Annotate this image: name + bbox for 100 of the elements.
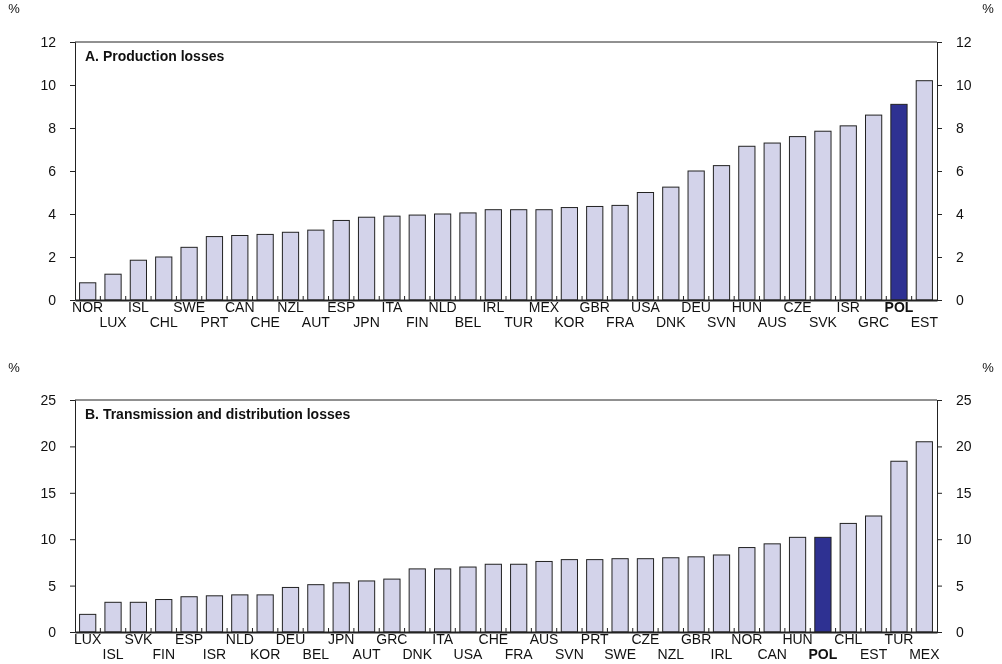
- x-tick-label: AUS: [529, 630, 559, 647]
- x-tick-label: CHL: [149, 313, 178, 330]
- x-tick-label: SVK: [808, 313, 838, 330]
- x-tick-label: KOR: [249, 645, 281, 662]
- x-tick-label: JPN: [353, 313, 380, 330]
- x-tick-label: EST: [910, 313, 939, 330]
- y-tick-label: 10: [40, 531, 57, 548]
- x-tick-label: AUT: [352, 645, 382, 662]
- y-tick-label: 25: [40, 391, 57, 408]
- x-tick-label: TUR: [884, 630, 914, 647]
- x-tick-label: IRL: [710, 645, 733, 662]
- chart-title: B. Transmission and distribution losses: [85, 406, 351, 422]
- y-tick-label: 8: [48, 119, 57, 136]
- x-tick-label: NZL: [277, 298, 304, 315]
- x-tick-label: HUN: [782, 630, 813, 647]
- x-tick-label: DNK: [656, 313, 687, 330]
- x-tick-label: PRT: [580, 630, 610, 647]
- y2-tick-label: 20: [956, 438, 972, 455]
- y-tick-label: 2: [48, 248, 57, 265]
- x-tick-label: POL: [808, 645, 838, 662]
- x-tick-label: CZE: [783, 298, 812, 315]
- y2-tick-label: 0: [956, 623, 964, 640]
- y2-tick-label: 12: [956, 33, 972, 50]
- y-tick-label: 10: [40, 76, 57, 93]
- x-tick-label: CAN: [757, 645, 787, 662]
- y-axis-title: %: [8, 360, 21, 375]
- x-tick-label: DEU: [681, 298, 711, 315]
- y2-tick-label: 10: [956, 76, 972, 93]
- x-tick-label: CZE: [631, 630, 660, 647]
- x-tick-label: LUX: [74, 630, 102, 647]
- x-tick-label: FRA: [606, 313, 635, 330]
- x-tick-label: EST: [860, 645, 888, 662]
- chart-title: A. Production losses: [85, 48, 225, 64]
- x-tick-label: GRC: [858, 313, 890, 330]
- x-tick-label: DNK: [402, 645, 433, 662]
- y-tick-label: 12: [40, 33, 57, 50]
- x-tick-label: PRT: [200, 313, 229, 330]
- x-tick-label: HUN: [731, 298, 763, 315]
- x-tick-label: NOR: [731, 630, 763, 647]
- x-tick-label: ITA: [432, 630, 454, 647]
- y-axis-title: %: [8, 1, 21, 16]
- x-tick-label: ISR: [202, 645, 227, 662]
- x-tick-label: SVN: [707, 313, 736, 330]
- x-tick-label: NOR: [72, 298, 104, 315]
- x-tick-label: NLD: [428, 298, 457, 315]
- x-tick-label: ITA: [381, 298, 403, 315]
- x-tick-label: KOR: [554, 313, 585, 330]
- x-tick-label: FIN: [152, 645, 176, 662]
- x-tick-label: NLD: [225, 630, 254, 647]
- y-tick-label: 0: [48, 623, 57, 640]
- x-tick-label: POL: [884, 298, 914, 315]
- x-tick-label: ISL: [102, 645, 124, 662]
- y-tick-label: 15: [40, 484, 57, 501]
- x-tick-label: DEU: [275, 630, 306, 647]
- x-tick-label: ISL: [127, 298, 150, 315]
- y2-axis-title: %: [982, 360, 995, 375]
- x-tick-label: BEL: [302, 645, 330, 662]
- x-tick-label: SWE: [173, 298, 206, 315]
- x-tick-label: CHE: [250, 313, 280, 330]
- x-tick-label: LUX: [99, 313, 128, 330]
- x-tick-label: NZL: [657, 645, 685, 662]
- y-tick-label: 6: [48, 162, 57, 179]
- x-tick-label: CHE: [478, 630, 509, 647]
- x-tick-label: USA: [453, 645, 484, 662]
- y2-tick-label: 0: [956, 291, 964, 308]
- y-tick-label: 5: [48, 577, 57, 594]
- x-tick-label: USA: [631, 298, 661, 315]
- x-tick-label: AUT: [301, 313, 331, 330]
- y2-tick-label: 6: [956, 162, 964, 179]
- y2-tick-label: 4: [956, 205, 964, 222]
- x-tick-label: GBR: [680, 630, 712, 647]
- x-tick-label: ESP: [327, 298, 356, 315]
- x-tick-label: GBR: [579, 298, 610, 315]
- x-tick-label: AUS: [757, 313, 787, 330]
- x-tick-label: ESP: [175, 630, 204, 647]
- y2-tick-label: 8: [956, 119, 964, 136]
- x-tick-label: GRC: [376, 630, 408, 647]
- y2-tick-label: 25: [956, 391, 972, 408]
- x-tick-label: SVN: [554, 645, 584, 662]
- x-tick-label: FIN: [405, 313, 429, 330]
- x-tick-label: SVK: [124, 630, 154, 647]
- y2-axis-title: %: [982, 1, 995, 16]
- x-tick-label: SWE: [604, 645, 637, 662]
- y2-tick-label: 15: [956, 484, 972, 501]
- x-tick-label: MEX: [528, 298, 560, 315]
- x-tick-label: JPN: [327, 630, 355, 647]
- x-tick-label: ISR: [836, 298, 860, 315]
- y2-tick-label: 5: [956, 577, 964, 594]
- y2-tick-label: 2: [956, 248, 964, 265]
- x-tick-label: TUR: [504, 313, 534, 330]
- x-tick-label: BEL: [454, 313, 482, 330]
- y-tick-label: 20: [40, 438, 57, 455]
- y-tick-label: 0: [48, 291, 57, 308]
- y2-tick-label: 10: [956, 531, 972, 548]
- x-tick-label: FRA: [504, 645, 534, 662]
- x-tick-label: IRL: [482, 298, 505, 315]
- x-tick-label: CAN: [225, 298, 255, 315]
- y-tick-label: 4: [48, 205, 57, 222]
- x-tick-label: CHL: [834, 630, 863, 647]
- x-tick-label: MEX: [909, 645, 941, 662]
